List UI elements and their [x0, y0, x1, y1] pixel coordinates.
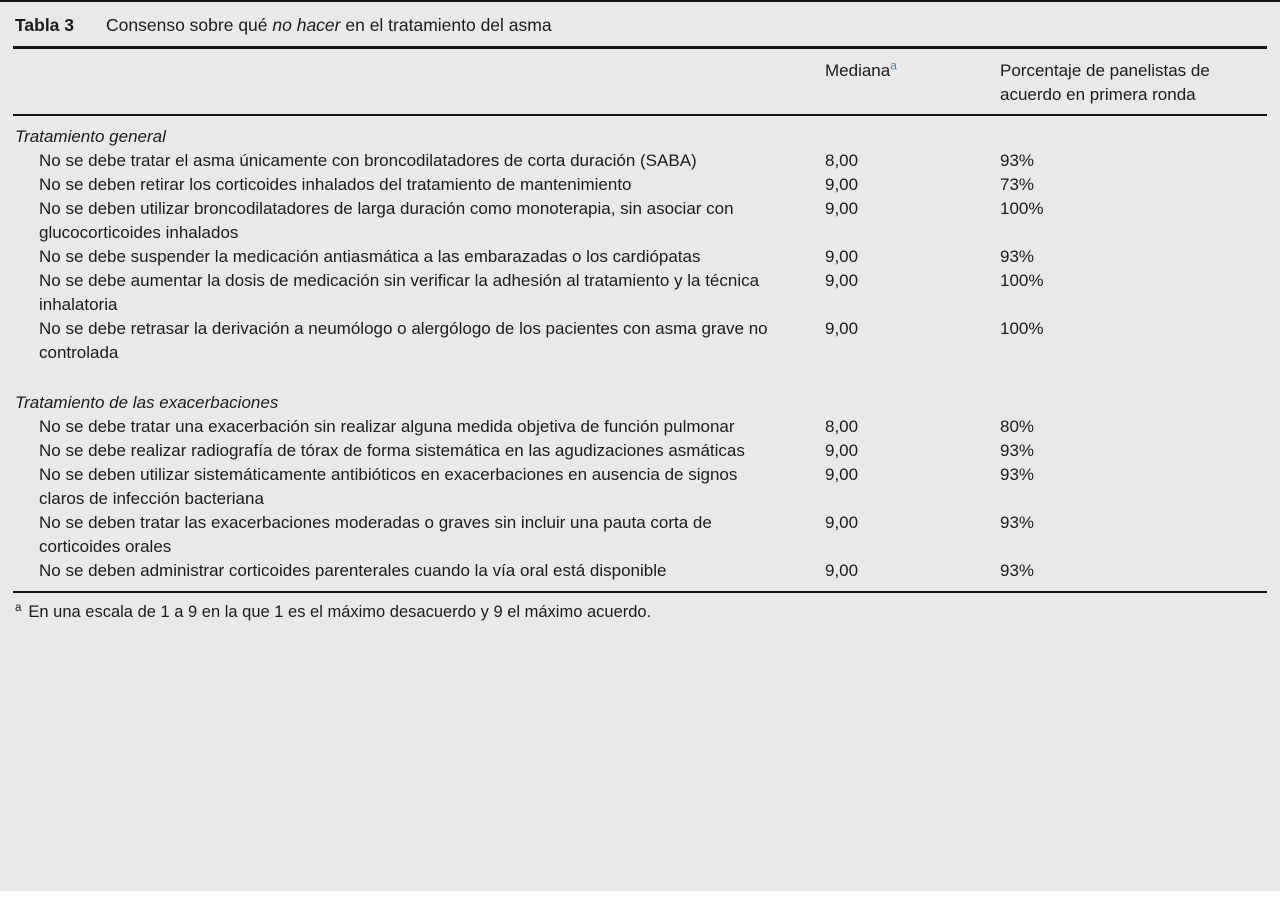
mediana-cell: 9,00	[825, 319, 859, 338]
mediana-cell: 9,00	[825, 441, 859, 460]
mediana-cell: 8,00	[825, 417, 859, 436]
percentage-cell: 93%	[1000, 441, 1035, 460]
table-body: Tratamiento general No se debe tratar el …	[13, 115, 1267, 589]
footnote-marker: a	[15, 601, 22, 614]
table-row: No se deben utilizar broncodilatadores d…	[13, 197, 1267, 245]
mediana-cell: 9,00	[825, 465, 859, 484]
percentage-column-header: Porcentaje de panelistas de acuerdo en p…	[1000, 49, 1267, 115]
table-row: No se deben utilizar sistemáticamente an…	[13, 463, 1267, 511]
mediana-cell: 9,00	[825, 271, 859, 290]
consensus-table: Medianaa Porcentaje de panelistas de acu…	[13, 49, 1267, 589]
statement-cell: No se debe aumentar la dosis de medicaci…	[39, 271, 760, 314]
percentage-header-label: Porcentaje de panelistas de acuerdo en p…	[1000, 61, 1210, 104]
table-title: Consenso sobre qué no hacer en el tratam…	[106, 15, 552, 36]
percentage-cell: 80%	[1000, 417, 1035, 436]
statement-cell: No se debe realizar radiografía de tórax…	[39, 441, 745, 460]
title-prefix: Consenso sobre qué	[106, 15, 273, 35]
table-label: Tabla 3	[15, 15, 75, 35]
footnote-text: En una escala de 1 a 9 en la que 1 es el…	[28, 603, 652, 621]
table-row: No se debe aumentar la dosis de medicaci…	[13, 269, 1267, 317]
mediana-footnote-marker: a	[890, 58, 897, 73]
table-row: No se debe suspender la medicación antia…	[13, 245, 1267, 269]
table-caption: Tabla 3 Consenso sobre qué no hacer en e…	[13, 2, 1267, 49]
statement-cell: No se deben administrar corticoides pare…	[39, 561, 667, 580]
title-italic: no hacer	[272, 15, 341, 35]
section-title: Tratamiento de las exacerbaciones	[15, 393, 279, 412]
mediana-cell: 9,00	[825, 513, 859, 532]
table-row: No se deben administrar corticoides pare…	[13, 559, 1267, 589]
table-row: No se deben retirar los corticoides inha…	[13, 173, 1267, 197]
statement-cell: No se deben utilizar sistemáticamente an…	[39, 465, 738, 508]
statement-cell: No se deben utilizar broncodilatadores d…	[39, 199, 734, 242]
table-row: No se debe realizar radiografía de tórax…	[13, 439, 1267, 463]
statement-column-header	[13, 49, 825, 115]
table-row: No se debe retrasar la derivación a neum…	[13, 317, 1267, 365]
percentage-cell: 93%	[1000, 151, 1035, 170]
percentage-cell: 100%	[1000, 319, 1044, 338]
mediana-cell: 9,00	[825, 199, 859, 218]
percentage-cell: 93%	[1000, 465, 1035, 484]
mediana-header-label: Mediana	[825, 61, 891, 80]
mediana-cell: 9,00	[825, 247, 859, 266]
percentage-cell: 100%	[1000, 271, 1044, 290]
percentage-cell: 73%	[1000, 175, 1035, 194]
footnote: a En una escala de 1 a 9 en la que 1 es e…	[13, 591, 1267, 635]
statement-cell: No se debe retrasar la derivación a neum…	[39, 319, 768, 362]
percentage-cell: 93%	[1000, 513, 1035, 532]
statement-cell: No se debe tratar el asma únicamente con…	[39, 151, 697, 170]
percentage-cell: 100%	[1000, 199, 1044, 218]
section-header-row: Tratamiento de las exacerbaciones	[13, 365, 1267, 415]
table-row: No se deben tratar las exacerbaciones mo…	[13, 511, 1267, 559]
percentage-cell: 93%	[1000, 247, 1035, 266]
statement-cell: No se deben retirar los corticoides inha…	[39, 175, 632, 194]
percentage-cell: 93%	[1000, 561, 1035, 580]
section-header-row: Tratamiento general	[13, 115, 1267, 149]
statement-cell: No se debe suspender la medicación antia…	[39, 247, 701, 266]
mediana-cell: 8,00	[825, 151, 859, 170]
mediana-cell: 9,00	[825, 561, 859, 580]
header-row: Medianaa Porcentaje de panelistas de acu…	[13, 49, 1267, 115]
statement-cell: No se debe tratar una exacerbación sin r…	[39, 417, 735, 436]
statement-cell: No se deben tratar las exacerbaciones mo…	[39, 513, 712, 556]
section-title: Tratamiento general	[15, 127, 166, 146]
title-suffix: en el tratamiento del asma	[340, 15, 552, 35]
mediana-cell: 9,00	[825, 175, 859, 194]
table-row: No se debe tratar el asma únicamente con…	[13, 149, 1267, 173]
mediana-column-header: Medianaa	[825, 49, 1000, 115]
table-row: No se debe tratar una exacerbación sin r…	[13, 415, 1267, 439]
